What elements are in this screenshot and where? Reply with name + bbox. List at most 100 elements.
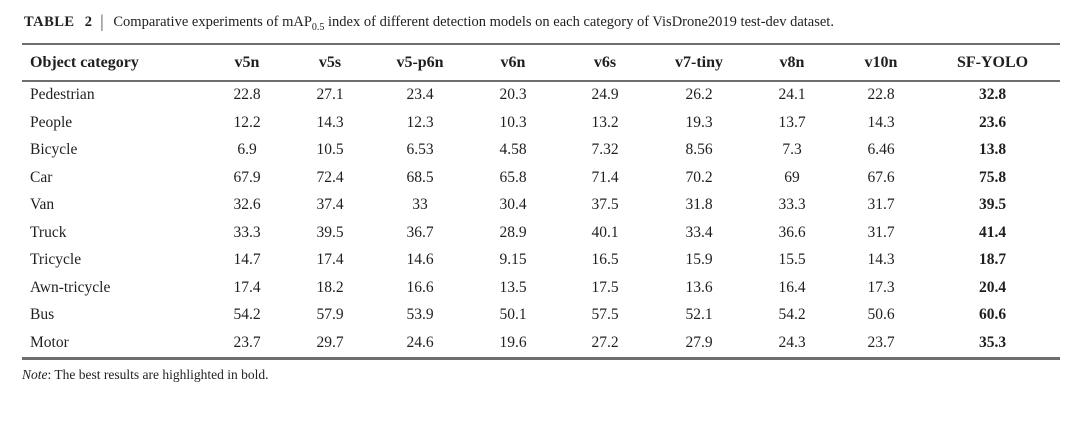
table-cell: 13.2 xyxy=(591,113,619,131)
cell-sf-yolo-best: 20.4 xyxy=(978,278,1007,296)
table-cell: 14.6 xyxy=(406,251,434,269)
table-cell: 36.7 xyxy=(406,223,434,241)
row-category: Motor xyxy=(30,333,69,351)
cell-sf-yolo-best: 23.6 xyxy=(978,113,1007,131)
table-cell: 18.2 xyxy=(316,278,344,296)
table-cell: 17.4 xyxy=(316,251,344,269)
table-cell: 13.5 xyxy=(499,278,527,296)
table-row: Bus 54.2 57.9 53.9 50.1 57.5 52.1 54.2 50.6 60.6 xyxy=(22,302,1060,330)
caption-text-end: index of different detection models on e… xyxy=(324,14,834,30)
table-cell: 9.15 xyxy=(499,251,527,269)
table-cell: 14.7 xyxy=(233,251,261,269)
table-cell: 72.4 xyxy=(316,168,344,186)
table-cell: 6.53 xyxy=(406,141,434,159)
row-category: Pedestrian xyxy=(30,86,95,104)
table-cell: 24.1 xyxy=(778,86,806,104)
table-cell: 54.2 xyxy=(778,306,806,324)
row-category: Bicycle xyxy=(30,141,78,159)
table-cell: 30.4 xyxy=(499,196,527,214)
cell-sf-yolo-best: 75.8 xyxy=(978,168,1007,186)
table-cell: 33 xyxy=(412,196,428,214)
table-cell: 13.6 xyxy=(685,278,713,296)
table-cell: 29.7 xyxy=(316,333,344,351)
table-cell: 57.5 xyxy=(591,306,619,324)
cell-sf-yolo-best: 39.5 xyxy=(978,196,1007,214)
table-cell: 50.6 xyxy=(867,306,895,324)
table-cell: 16.5 xyxy=(591,251,619,269)
table-cell: 52.1 xyxy=(685,306,713,324)
note-text: : The best results are highlighted in bo… xyxy=(47,366,269,382)
caption-text-start: Comparative experiments of mAP xyxy=(113,14,312,30)
table-cell: 6.9 xyxy=(237,141,257,159)
row-category: Tricycle xyxy=(30,251,82,269)
cell-sf-yolo-best: 18.7 xyxy=(978,251,1007,269)
table-cell: 50.1 xyxy=(499,306,527,324)
table-cell: 7.3 xyxy=(782,141,802,159)
table-cell: 10.3 xyxy=(499,113,527,131)
column-header-category: Object category xyxy=(30,53,139,71)
table-cell: 14.3 xyxy=(867,251,895,269)
table-cell: 14.3 xyxy=(316,113,344,131)
table-row: Bicycle 6.9 10.5 6.53 4.58 7.32 8.56 7.3 6.46 13.… xyxy=(22,137,1060,165)
table-cell: 17.3 xyxy=(867,278,895,296)
cell-sf-yolo-best: 32.8 xyxy=(978,86,1007,104)
results-table: Object category v5n v5s v5-p6n v6n v6s v7-tiny… xyxy=(22,42,1060,360)
table-cell: 23.7 xyxy=(867,333,895,351)
table-caption: TABLE 2 | Comparative experiments of mAP0.… xyxy=(0,0,1080,38)
table-cell: 14.3 xyxy=(867,113,895,131)
caption-separator: | xyxy=(100,11,104,32)
row-category: People xyxy=(30,113,73,131)
table-cell: 15.9 xyxy=(685,251,713,269)
table-cell: 26.2 xyxy=(685,86,713,104)
table-cell: 57.9 xyxy=(316,306,344,324)
column-header: v7-tiny xyxy=(675,53,723,71)
row-category: Car xyxy=(30,168,53,186)
table-cell: 68.5 xyxy=(406,168,434,186)
table-cell: 54.2 xyxy=(233,306,261,324)
column-header: SF-YOLO xyxy=(956,53,1029,71)
table-cell: 31.7 xyxy=(867,223,895,241)
table-cell: 12.2 xyxy=(233,113,261,131)
table-cell: 13.7 xyxy=(778,113,806,131)
row-category: Van xyxy=(30,196,55,214)
row-category: Bus xyxy=(30,306,55,324)
table-row: Van 32.6 37.4 33 30.4 37.5 31.8 33.3 31.7 39.5 xyxy=(22,192,1060,220)
table-cell: 22.8 xyxy=(233,86,261,104)
table-cell: 12.3 xyxy=(406,113,434,131)
table-cell: 17.5 xyxy=(591,278,619,296)
table-cell: 37.5 xyxy=(591,196,619,214)
column-header: v6s xyxy=(593,53,617,71)
table-cell: 23.7 xyxy=(233,333,261,351)
table-cell: 40.1 xyxy=(591,223,619,241)
cell-sf-yolo-best: 35.3 xyxy=(978,333,1007,351)
table-row: People 12.2 14.3 12.3 10.3 13.2 19.3 13.7 14.3 23… xyxy=(22,109,1060,137)
header-row: Object category v5n v5s v5-p6n v6n v6s v7-tiny… xyxy=(22,44,1060,81)
table-cell: 27.1 xyxy=(316,86,344,104)
note-label: Note xyxy=(22,366,48,382)
cell-sf-yolo-best: 60.6 xyxy=(978,306,1007,324)
table-row: Pedestrian 22.8 27.1 23.4 20.3 24.9 26.2 24.1 22… xyxy=(22,81,1060,110)
table-cell: 67.9 xyxy=(233,168,261,186)
table-row: Motor 23.7 29.7 24.6 19.6 27.2 27.9 24.3 23.7 35.… xyxy=(22,329,1060,358)
table-cell: 69 xyxy=(784,168,800,186)
table-row: Car 67.9 72.4 68.5 65.8 71.4 70.2 69 67.6 75.8 xyxy=(22,164,1060,192)
table-cell: 65.8 xyxy=(499,168,527,186)
table-cell: 4.58 xyxy=(499,141,527,159)
table-cell: 27.9 xyxy=(685,333,713,351)
row-category: Awn-tricycle xyxy=(30,278,111,296)
table-cell: 6.46 xyxy=(867,141,895,159)
caption-subscript: 0.5 xyxy=(311,21,325,33)
table-cell: 33.4 xyxy=(685,223,713,241)
table-cell: 70.2 xyxy=(685,168,713,186)
table-cell: 31.7 xyxy=(867,196,895,214)
table-row: Tricycle 14.7 17.4 14.6 9.15 16.5 15.9 15.5 14.3… xyxy=(22,247,1060,275)
table-cell: 8.56 xyxy=(685,141,713,159)
column-header: v5-p6n xyxy=(396,53,444,71)
table-row: Truck 33.3 39.5 36.7 28.9 40.1 33.4 36.6 31.7 41.… xyxy=(22,219,1060,247)
table-cell: 24.6 xyxy=(406,333,434,351)
table-cell: 37.4 xyxy=(316,196,344,214)
table-cell: 22.8 xyxy=(867,86,895,104)
table-cell: 24.9 xyxy=(591,86,619,104)
table-cell: 15.5 xyxy=(778,251,806,269)
table-number-label: TABLE 2 xyxy=(24,14,93,30)
